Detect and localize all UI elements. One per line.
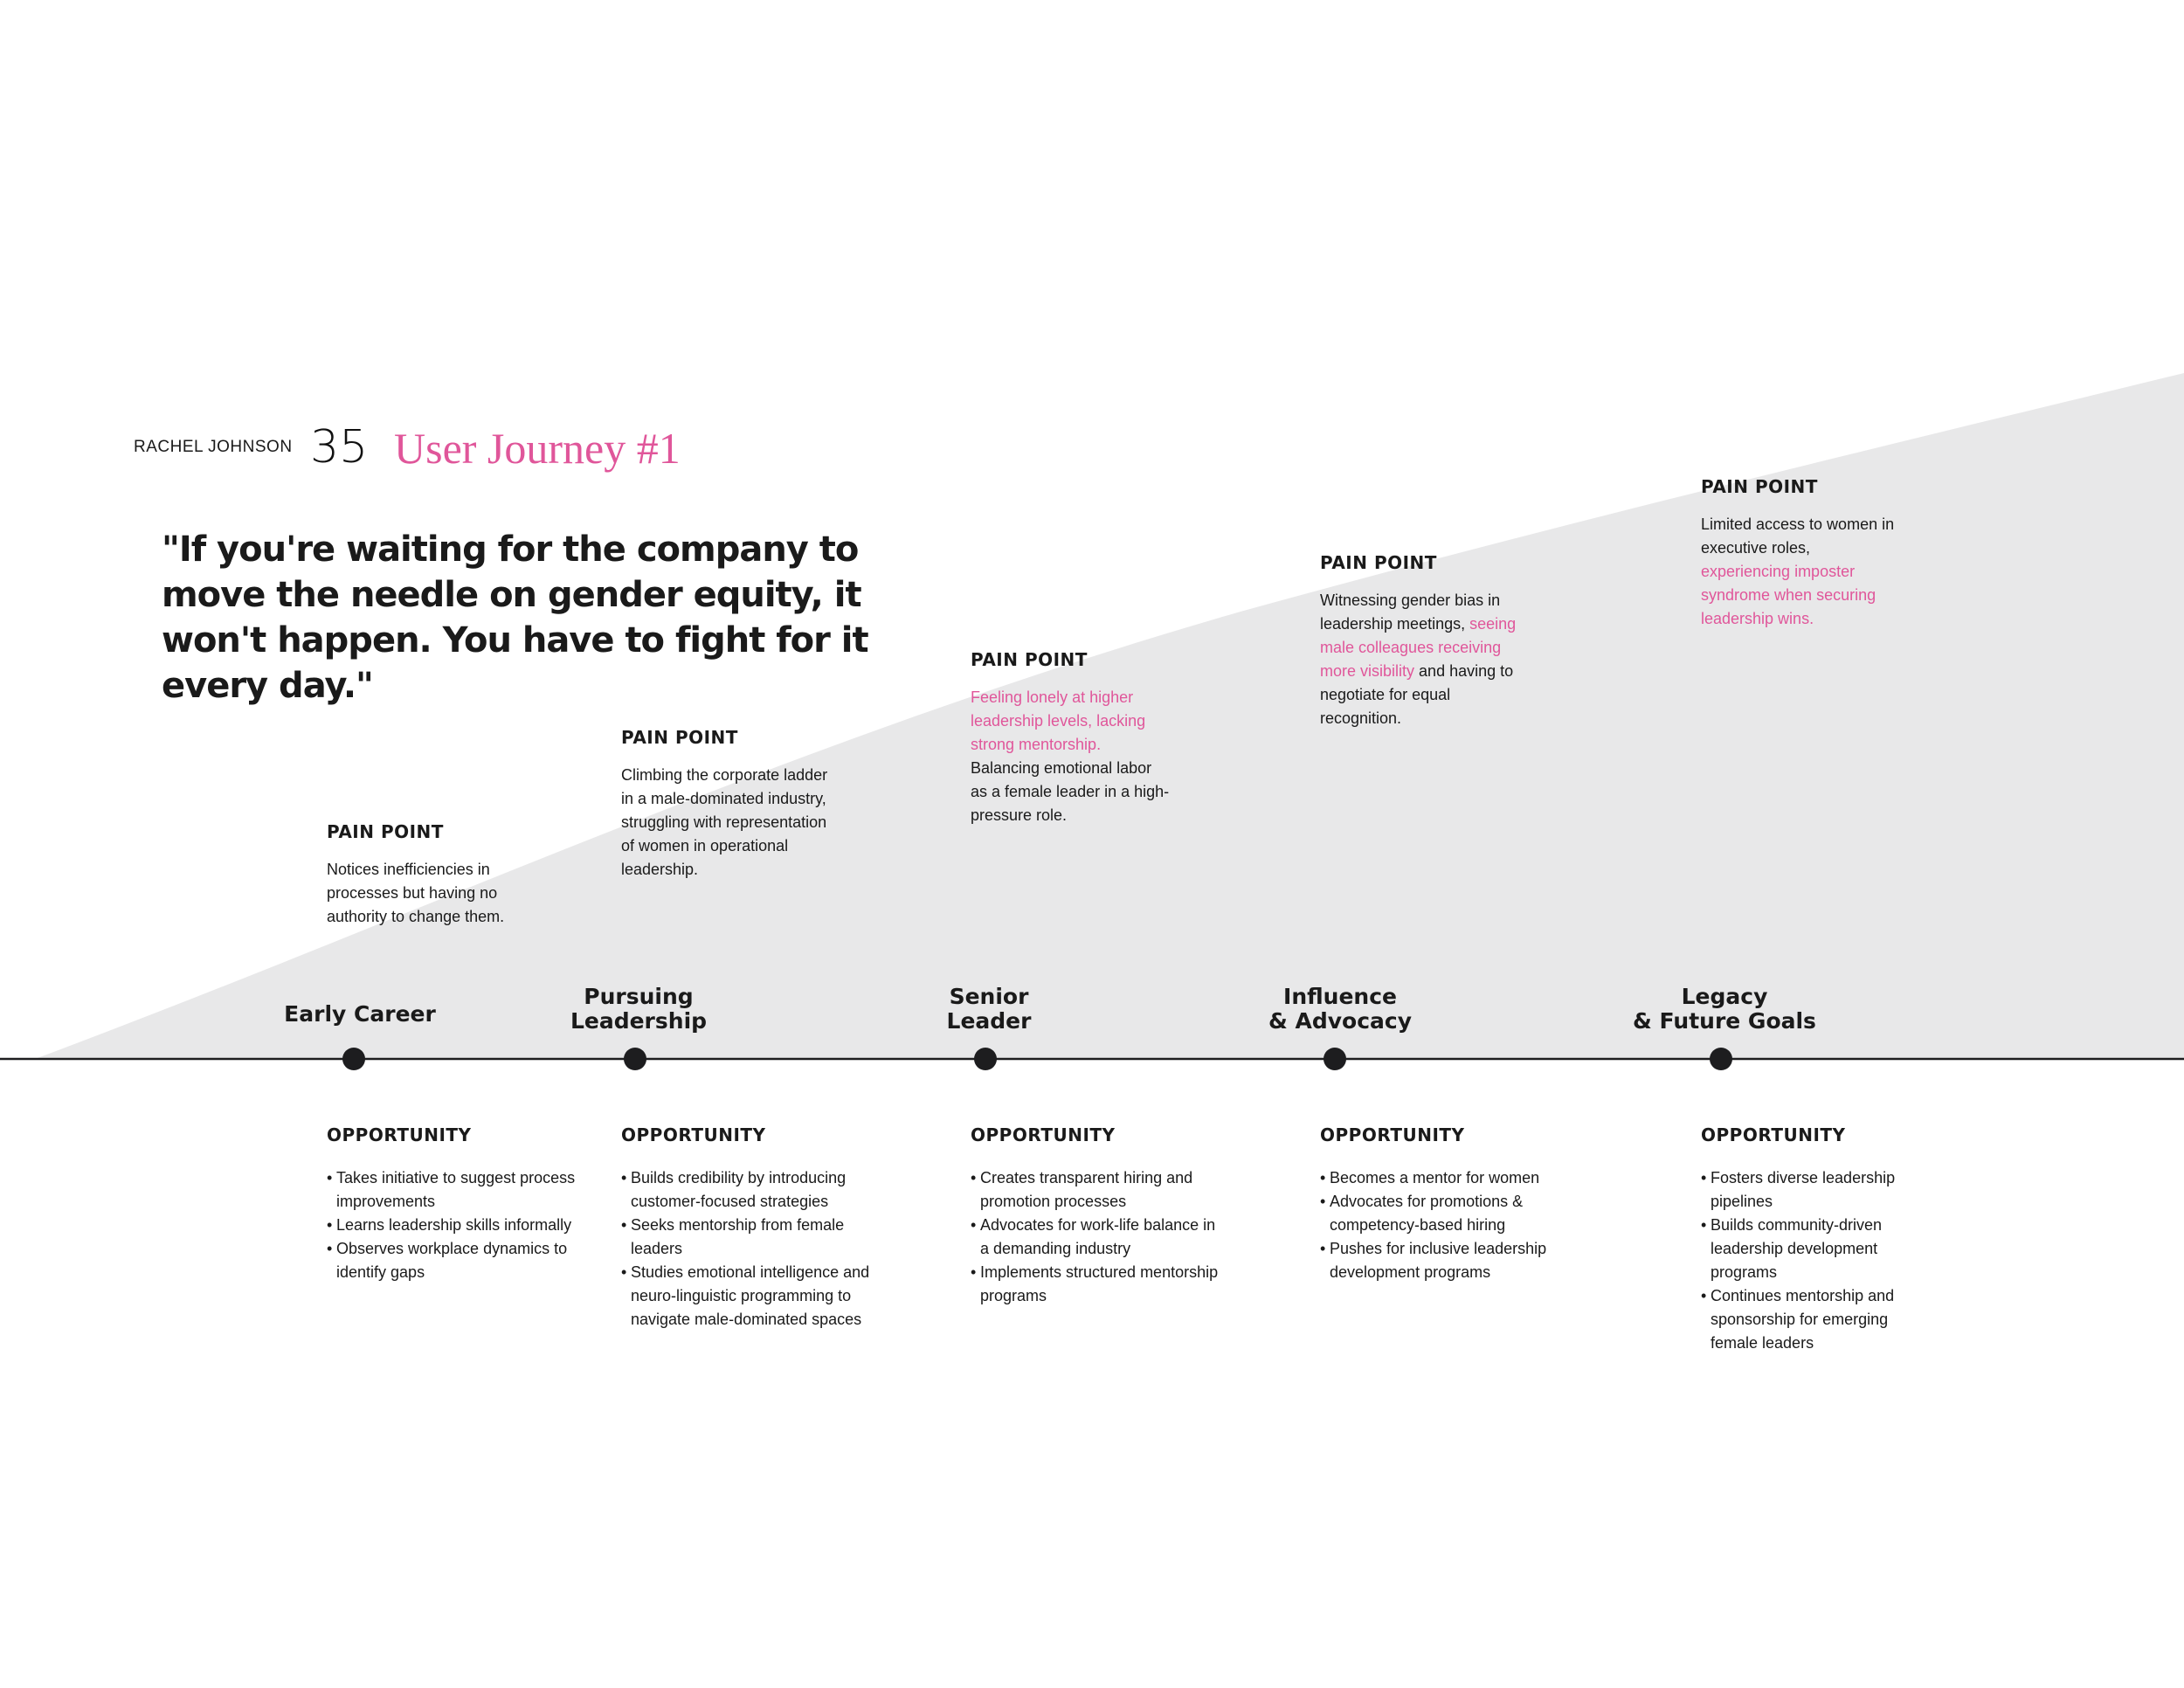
- rising-area-shape: [35, 373, 2184, 1059]
- pain-point-early-career: PAIN POINT Notices inefficiencies in pro…: [327, 821, 536, 929]
- pain-point-highlight-text: seeing male colleagues receiving more vi…: [1320, 615, 1517, 680]
- opportunity-item: Builds credibility by introducing custom…: [621, 1166, 874, 1214]
- opportunity-early-career: OPPORTUNITY Takes initiative to suggest …: [327, 1124, 580, 1284]
- opportunity-item: Implements structured mentorship program…: [971, 1261, 1224, 1308]
- pain-point-text: Notices inefficiencies in processes but …: [327, 858, 536, 929]
- opportunity-item: Learns leadership skills informally: [327, 1214, 580, 1237]
- opportunity-item: Takes initiative to suggest process impr…: [327, 1166, 580, 1214]
- pain-point-normal-text: Witnessing gender bias in leadership mee…: [1320, 591, 1501, 633]
- opportunity-item: Creates transparent hiring and promotion…: [971, 1166, 1224, 1214]
- opportunity-item: Pushes for inclusive leadership developm…: [1320, 1237, 1573, 1284]
- pain-point-text: Witnessing gender bias in leadership mee…: [1320, 589, 1521, 730]
- timeline-marker: [974, 1048, 997, 1070]
- pain-point-text: Climbing the corporate ladder in a male-…: [621, 764, 831, 882]
- pain-point-highlight-text: experiencing imposter syndrome when secu…: [1701, 563, 1876, 627]
- page-number: 35: [310, 421, 369, 474]
- pain-point-heading: PAIN POINT: [1701, 476, 1818, 497]
- pain-point-influence-advocacy: PAIN POINT Witnessing gender bias in lea…: [1320, 552, 1521, 730]
- timeline-marker: [1710, 1048, 1732, 1070]
- pain-point-normal-text-2: and having to negotiate for equal recogn…: [1320, 662, 1514, 727]
- pain-point-normal-text: Balancing emotional labor as a female le…: [971, 759, 1170, 824]
- pain-point-normal-text: Climbing the corporate ladder in a male-…: [621, 766, 828, 878]
- opportunity-item: Observes workplace dynamics to identify …: [327, 1237, 580, 1284]
- pain-point-heading: PAIN POINT: [1320, 552, 1437, 573]
- pain-point-pursuing-leadership: PAIN POINT Climbing the corporate ladder…: [621, 727, 831, 882]
- page-title: User Journey #1: [394, 424, 681, 473]
- opportunity-legacy-future-goals: OPPORTUNITY Fosters diverse leadership p…: [1701, 1124, 1937, 1355]
- opportunity-item: Advocates for promotions & competency-ba…: [1320, 1190, 1573, 1237]
- opportunity-item: Advocates for work-life balance in a dem…: [971, 1214, 1224, 1261]
- opportunity-influence-advocacy: OPPORTUNITY Becomes a mentor for women A…: [1320, 1124, 1573, 1284]
- pain-point-senior-leader: PAIN POINT Feeling lonely at higher lead…: [971, 649, 1171, 827]
- timeline-marker: [342, 1048, 365, 1070]
- opportunity-item: Continues mentorship and sponsorship for…: [1701, 1284, 1937, 1355]
- pain-point-heading: PAIN POINT: [621, 727, 738, 748]
- pain-point-normal-text: Notices inefficiencies in processes but …: [327, 861, 505, 925]
- opportunity-senior-leader: OPPORTUNITY Creates transparent hiring a…: [971, 1124, 1224, 1308]
- pain-point-legacy-future-goals: PAIN POINT Limited access to women in ex…: [1701, 476, 1902, 631]
- pain-point-normal-text: Limited access to women in executive rol…: [1701, 515, 1895, 557]
- pain-point-heading: PAIN POINT: [971, 649, 1088, 670]
- pull-quote: "If you're waiting for the company to mo…: [162, 529, 869, 706]
- opportunity-heading: OPPORTUNITY: [327, 1124, 472, 1145]
- pain-point-heading: PAIN POINT: [327, 821, 444, 842]
- opportunity-item: Fosters diverse leadership pipelines: [1701, 1166, 1937, 1214]
- pain-point-highlight-text: Feeling lonely at higher leadership leve…: [971, 688, 1146, 753]
- opportunity-item: Becomes a mentor for women: [1320, 1166, 1573, 1190]
- opportunity-list: Builds credibility by introducing custom…: [621, 1166, 874, 1332]
- opportunity-heading: OPPORTUNITY: [621, 1124, 766, 1145]
- opportunity-item: Builds community-driven leadership devel…: [1701, 1214, 1937, 1284]
- stage-title-pursuing-leadership: Pursuing Leadership: [570, 984, 708, 1034]
- opportunity-item: Studies emotional intelligence and neuro…: [621, 1261, 874, 1332]
- opportunity-pursuing-leadership: OPPORTUNITY Builds credibility by introd…: [621, 1124, 874, 1332]
- author-name: RACHEL JOHNSON: [134, 438, 293, 456]
- pain-point-text: Feeling lonely at higher leadership leve…: [971, 686, 1171, 827]
- timeline-marker: [1324, 1048, 1346, 1070]
- stage-title-early-career: Early Career: [284, 1001, 436, 1027]
- timeline-marker: [624, 1048, 646, 1070]
- opportunity-list: Becomes a mentor for women Advocates for…: [1320, 1166, 1573, 1284]
- stage-title-senior-leader: Senior Leader: [946, 984, 1032, 1034]
- opportunity-item: Seeks mentorship from female leaders: [621, 1214, 874, 1261]
- stage-title-legacy-future-goals: Legacy & Future Goals: [1633, 984, 1816, 1034]
- opportunity-list: Takes initiative to suggest process impr…: [327, 1166, 580, 1284]
- opportunity-list: Creates transparent hiring and promotion…: [971, 1166, 1224, 1308]
- opportunity-heading: OPPORTUNITY: [971, 1124, 1116, 1145]
- opportunity-list: Fosters diverse leadership pipelines Bui…: [1701, 1166, 1937, 1355]
- pain-point-text: Limited access to women in executive rol…: [1701, 513, 1902, 631]
- opportunity-heading: OPPORTUNITY: [1320, 1124, 1465, 1145]
- stage-title-influence-advocacy: Influence & Advocacy: [1268, 984, 1413, 1034]
- opportunity-heading: OPPORTUNITY: [1701, 1124, 1846, 1145]
